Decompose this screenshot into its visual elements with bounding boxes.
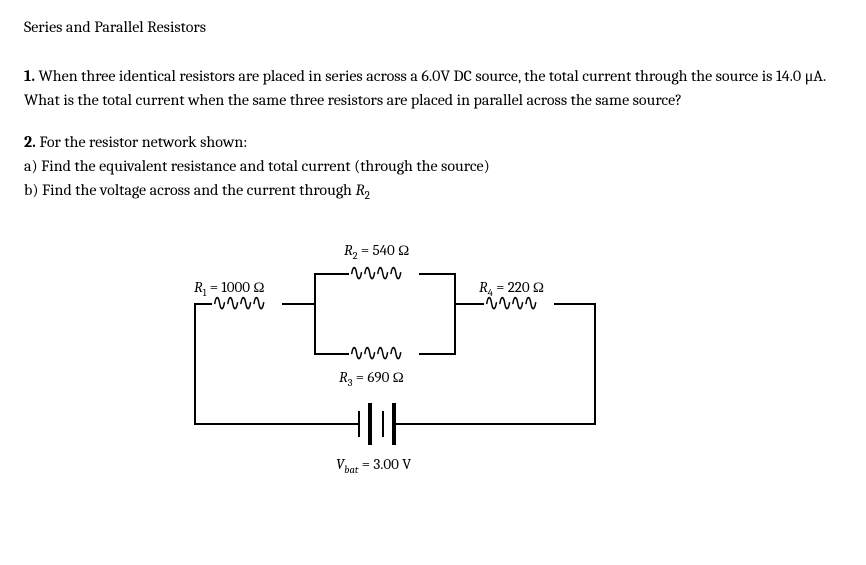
resistor-r2: ∿∿∿∿ <box>349 262 401 285</box>
wire <box>594 303 596 425</box>
wire <box>454 273 456 355</box>
label-r4: R4 = 220 Ω <box>479 278 544 299</box>
wire <box>554 303 596 305</box>
problem-2b-prefix: b) Find the voltage across and the curre… <box>24 181 355 199</box>
wire <box>414 423 596 425</box>
problem-2a: a) Find the equivalent resistance and to… <box>24 157 490 175</box>
problem-2: 2. For the resistor network shown: a) Fi… <box>24 130 842 205</box>
label-vbat: Vbat = 3.00 V <box>336 455 411 476</box>
wire <box>419 353 456 355</box>
circuit-diagram: ∿∿∿∿ ∿∿∿∿ ∿∿∿∿ ∿∿∿∿ R1 = 1000 Ω R2 = 540… <box>194 223 634 483</box>
label-r3: R3 = 690 Ω <box>339 368 404 389</box>
wire <box>282 303 314 305</box>
problem-1-text: When three identical resistors are place… <box>24 67 826 109</box>
problem-2-num: 2. <box>24 133 36 151</box>
wire <box>194 303 196 425</box>
problem-1-num: 1. <box>24 67 35 85</box>
wire <box>419 273 456 275</box>
problem-2b-var: R <box>355 181 364 199</box>
label-r1: R1 = 1000 Ω <box>194 278 265 299</box>
problem-2-intro: For the resistor network shown: <box>39 133 247 151</box>
resistor-r3: ∿∿∿∿ <box>349 342 401 365</box>
wire <box>314 273 316 355</box>
wire <box>314 273 349 275</box>
wire <box>194 423 358 425</box>
page-title: Series and Parallel Resistors <box>24 18 842 36</box>
problem-1: 1. When three identical resistors are pl… <box>24 64 842 112</box>
wire <box>454 303 484 305</box>
wire <box>314 353 349 355</box>
label-r2: R2 = 540 Ω <box>344 241 409 262</box>
problem-2b-sub: 2 <box>365 189 370 202</box>
wire <box>194 303 212 305</box>
